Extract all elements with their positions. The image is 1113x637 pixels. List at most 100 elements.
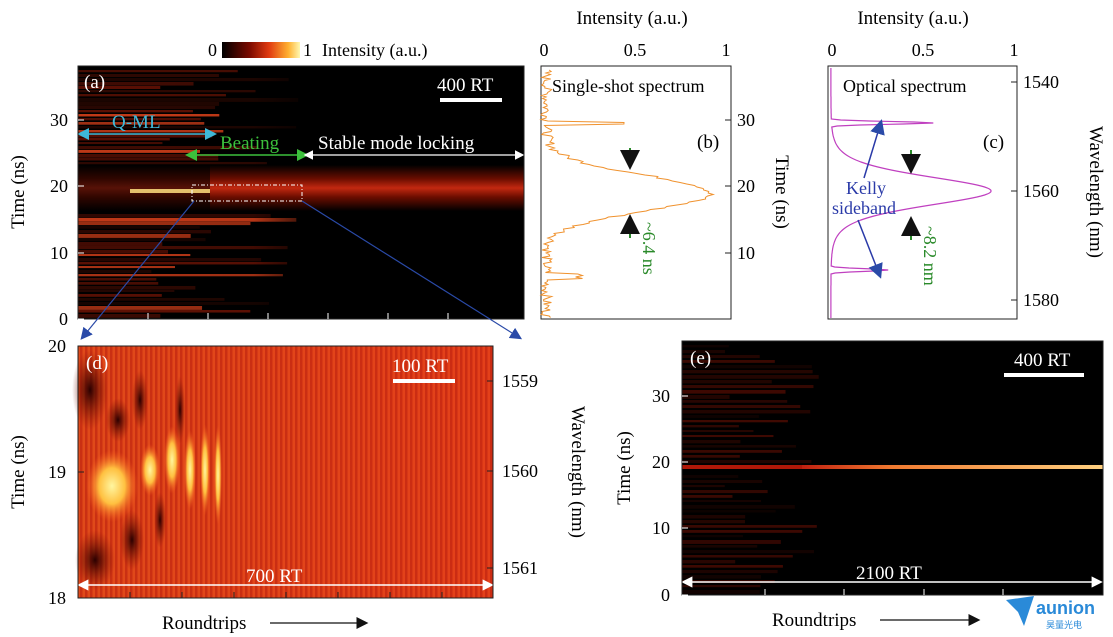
panel-d-xticks [129,592,443,598]
panel-a-noise-band [78,114,220,117]
panel-e-noise-band [682,480,763,484]
panel-c-top-tick-0: 0 [828,40,837,60]
panel-e-noise-band [682,515,746,519]
panel-e-noise-band [682,415,759,418]
panel-a-noise-band [78,150,200,153]
panel-a-noise-band [78,158,219,161]
panel-d-bright-lobe [214,425,222,525]
panel-c-frame [827,65,1018,320]
panel-d-right-label: Wavelength (nm) [567,406,588,538]
panel-e-xticks [764,589,1004,595]
panel-e-noise-band [682,365,812,369]
panel-d-scale-bar [393,379,455,383]
panel-c-rtick-1540: 1540 [1023,72,1059,92]
panel-a-ytick-0: 0 [59,309,68,329]
panel-a-stable-band-onset [78,165,210,211]
panel-e-noise-band [682,575,762,579]
panel-a-noise-band [78,278,157,281]
panel-a-noise-band [78,118,201,121]
panel-e-noise-band [682,500,762,503]
panel-e-noise-band [682,495,733,498]
panel-e-line-onset [682,465,802,469]
panel-e-noise-band [682,350,725,354]
panel-e-noise-band [682,520,745,524]
panel-e-ytick-10: 10 [652,518,670,538]
panel-c-kelly-line1: Kelly [846,178,886,198]
panel-e-noise-band [682,380,772,384]
panel-d-dark-lobe [132,370,148,430]
panel-d-rtick-1561: 1561 [502,558,538,578]
panel-e-frame [681,340,1104,596]
panel-e-ytick-0: 0 [661,585,670,605]
colorbar-gradient [222,42,300,58]
panel-a-noise-band [78,242,163,246]
panel-e-ytick-30: 30 [652,386,670,406]
panel-a-noise-band [78,94,226,97]
panel-b-top-label: Intensity (a.u.) [576,8,687,29]
panel-a-noise-band [78,230,211,234]
panel-b-top-tick-05: 0.5 [624,40,647,60]
panel-b-top-tick-1: 1 [722,40,731,60]
panel-e-noise-band [682,505,795,509]
panel-c-letter: (c) [983,132,1004,153]
panel-a-qml-label: Q-ML [112,112,161,133]
panel-b: Intensity (a.u.) 0 0.5 1 Single-shot spe… [539,8,792,320]
panel-e-noise-band [682,390,786,394]
panel-e-noise-band [682,570,778,574]
panel-e-noise-band [682,405,801,409]
panel-a-xticks [147,313,449,319]
panel-e-noise-band [682,560,736,564]
panel-c-annotation: ~8.2 nm [920,226,940,286]
panel-c-kelly-arrow-bottom [857,219,883,279]
panel-a-noise-band [78,70,238,73]
colorbar: 0 1 Intensity (a.u.) [208,40,427,61]
panel-d-dark-lobe [120,510,144,570]
panel-d-ylabel: Time (ns) [8,435,29,509]
panel-a-frame [77,65,525,320]
panel-e-span-label: 2100 RT [856,563,922,584]
panel-d-dark-lobe [72,350,108,430]
panel-a: (a) 400 RT Q-ML Beating Stable mode lock… [8,65,525,329]
panel-c: Intensity (a.u.) 0 0.5 1 Optical spectru… [827,8,1106,320]
panel-e-ylabel: Time (ns) [614,431,635,505]
panel-c-top-tick-1: 1 [1010,40,1019,60]
panel-a-noise-band [78,282,159,285]
panel-b-title: Single-shot spectrum [552,76,704,96]
panel-e-noise-band [682,490,768,494]
panel-d-bright-lobe [86,450,138,522]
panel-d-scale-label: 100 RT [392,356,449,377]
panel-e-noise-band [682,410,811,414]
panel-c-top-label: Intensity (a.u.) [857,8,968,29]
panel-a-noise-band [78,306,203,310]
panel-d-beating-structure [72,350,222,590]
panel-e-noise-band [682,420,788,423]
panel-a-ylabel: Time (ns) [8,155,29,229]
panel-e-scale-label: 400 RT [1014,350,1071,371]
panel-a-noise-band [78,154,219,158]
panel-e-ytick-20: 20 [652,452,670,472]
panel-d-bright-lobe [200,424,210,516]
panel-a-noise-band [78,86,161,89]
panel-e-noise-band [682,535,744,538]
panel-e-noise-band [682,455,740,458]
panel-c-right-label: Wavelength (nm) [1085,126,1106,258]
panel-e-noise-band [682,450,782,453]
panel-e-letter: (e) [690,348,711,369]
aunion-logo: aunion 昊量光电 [1006,596,1095,631]
panel-e-noise-band [682,430,754,433]
panel-d-dark-lobe [154,492,166,548]
panel-a-scale-bar [440,98,502,102]
panel-e-noise-band [682,435,774,438]
panel-c-rtick-1560: 1560 [1023,181,1059,201]
panel-d-dark-lobe [175,376,185,444]
panel-e-stable-line [802,465,1103,469]
panel-b-rtick-30: 30 [737,110,755,130]
panel-d-letter: (d) [86,353,108,374]
panel-a-noise-band [78,266,175,269]
panel-a-ytick-20: 20 [50,176,68,196]
panel-e-noise-band [682,590,760,594]
zoom-line-left [80,200,195,340]
panel-e-scale-bar [1004,373,1084,377]
panel-c-top-tick-05: 0.5 [912,40,935,60]
